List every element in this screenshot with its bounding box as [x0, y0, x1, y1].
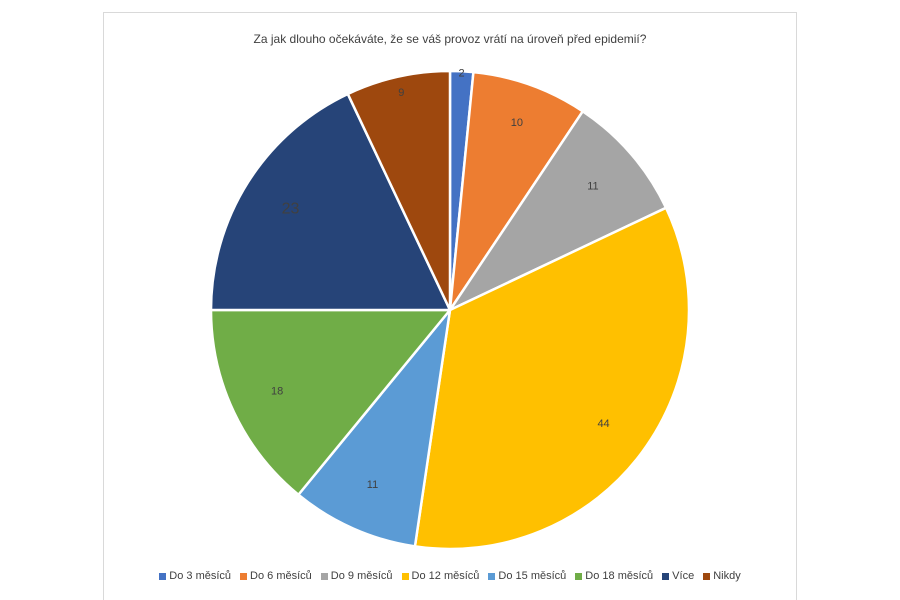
chart-area: [103, 12, 797, 600]
legend-item-vice: Více: [662, 570, 694, 582]
legend-label: Nikdy: [713, 570, 741, 582]
legend-swatch: [320, 572, 328, 580]
data-label-do-12-mesicu: 44: [597, 418, 609, 430]
legend-label: Do 6 měsíců: [250, 570, 312, 582]
legend: Do 3 měsíců Do 6 měsíců Do 9 měsíců Do 12 m…: [0, 570, 900, 582]
legend-item-do-18-mesicu: Do 18 měsíců: [575, 570, 653, 582]
legend-swatch: [240, 572, 248, 580]
legend-label: Do 9 měsíců: [330, 570, 393, 582]
data-label-do-6-mesicu: 10: [511, 117, 523, 129]
data-label-nikdy: 9: [398, 87, 404, 99]
legend-label: Do 18 měsíců: [585, 570, 654, 582]
data-label-do-3-mesicu: 2: [459, 68, 465, 80]
legend-item-do-12-mesicu: Do 12 měsíců: [401, 570, 480, 582]
legend-item-do-9-mesicu: Do 9 měsíců: [320, 570, 393, 582]
legend-label: Více: [672, 570, 695, 582]
legend-swatch: [401, 572, 409, 580]
pie-slice-do-15-mesicu: [297, 308, 452, 548]
data-label-vice: 23: [282, 200, 300, 217]
legend-swatch: [488, 572, 496, 580]
legend-label: Do 12 měsíců: [411, 570, 480, 582]
legend-label: Do 3 měsíců: [169, 570, 232, 582]
legend-item-do-3-mesicu: Do 3 měsíců: [159, 570, 231, 582]
pie-slice-do-12-mesicu: [413, 206, 691, 551]
pie-slice-do-6-mesicu: [448, 70, 585, 312]
pie-slice-do-9-mesicu: [448, 110, 668, 312]
legend-item-do-6-mesicu: Do 6 měsíců: [240, 570, 312, 582]
legend-item-nikdy: Nikdy: [703, 570, 741, 582]
legend-item-do-15-mesicu: Do 15 měsíců: [488, 570, 566, 582]
pie-slice-vice: [209, 92, 452, 312]
chart-title: Za jak dlouho očekáváte, že se váš provo…: [253, 32, 647, 46]
legend-swatch: [662, 572, 670, 580]
data-label-do-18-mesicu: 18: [271, 386, 283, 398]
legend-label: Do 15 měsíců: [498, 570, 567, 582]
legend-swatch: [575, 572, 583, 580]
pie-slice-do-18-mesicu: [209, 308, 452, 496]
data-label-do-9-mesicu: 11: [587, 181, 598, 193]
legend-swatch: [159, 572, 167, 580]
data-label-do-15-mesicu: 11: [367, 479, 378, 491]
pie-slice-nikdy: [346, 69, 452, 312]
legend-swatch: [703, 572, 711, 580]
